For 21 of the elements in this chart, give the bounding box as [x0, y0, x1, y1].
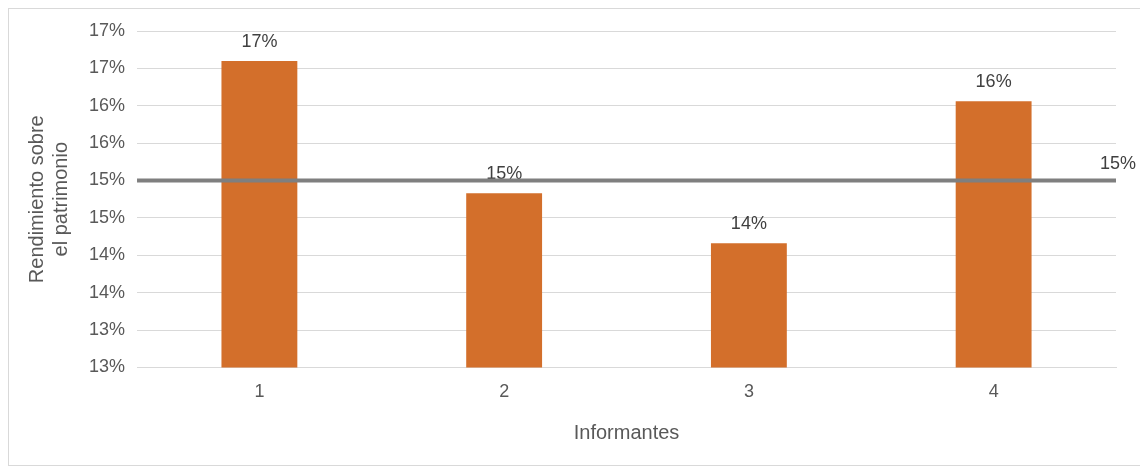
data-label: 14% — [730, 213, 767, 234]
x-axis-title: Informantes — [573, 420, 680, 443]
y-tick-label: 13% — [89, 356, 126, 377]
y-tick-label: 14% — [89, 244, 126, 265]
y-axis-title: Rendimiento sobre el patrimonio — [24, 115, 71, 284]
y-tick-label: 14% — [89, 281, 126, 302]
y-tick-label: 13% — [89, 318, 126, 339]
y-tick-label: 16% — [89, 132, 126, 153]
x-tick-label: 3 — [743, 381, 754, 402]
data-label: 17% — [241, 30, 278, 51]
data-label: 15% — [486, 163, 523, 184]
data-label: 16% — [975, 71, 1012, 92]
y-tick-label: 15% — [89, 206, 126, 227]
x-tick-label: 1 — [254, 381, 265, 402]
x-tick-label: 2 — [499, 381, 510, 402]
y-tick-label: 17% — [89, 57, 126, 78]
x-tick-label: 4 — [988, 381, 999, 402]
y-tick-label: 15% — [89, 169, 126, 190]
y-tick-label: 16% — [89, 94, 126, 115]
y-tick-label: 17% — [89, 19, 126, 40]
ref-line-label: 15% — [1099, 153, 1137, 174]
